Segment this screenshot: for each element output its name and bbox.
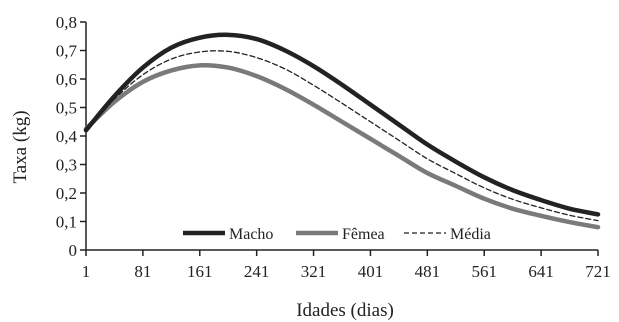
- x-tick-label: 561: [471, 262, 497, 281]
- y-tick-label: 0,1: [56, 213, 77, 232]
- x-tick-label: 401: [358, 262, 384, 281]
- x-axis-title: Idades (dias): [296, 300, 394, 321]
- x-tick-label: 321: [301, 262, 327, 281]
- series-line-femea: [83, 62, 601, 230]
- x-tick-label: 481: [415, 262, 441, 281]
- series-layer: [83, 32, 601, 230]
- y-tick-label: 0,5: [56, 99, 77, 118]
- y-tick-label: 0,7: [56, 42, 78, 61]
- legend-item-macho: Macho: [183, 226, 273, 243]
- x-tick-label: 641: [528, 262, 554, 281]
- legend: Macho Fêmea Média: [183, 226, 491, 243]
- legend-item-media: Média: [404, 226, 491, 243]
- legend-label: Média: [450, 226, 491, 243]
- y-tick-label: 0,4: [56, 127, 78, 146]
- y-axis-title: Taxa (kg): [10, 110, 31, 183]
- y-tick-label: 0: [69, 241, 78, 260]
- x-tick-label: 1: [82, 262, 91, 281]
- x-tick-label: 81: [134, 262, 151, 281]
- legend-label: Macho: [229, 226, 273, 243]
- x-axis: 1 81 161 241 321 401 481 561 641 721: [82, 249, 611, 281]
- y-tick-label: 0,3: [56, 156, 77, 175]
- series-line-media: [85, 50, 599, 222]
- y-tick-label: 0,6: [56, 70, 77, 89]
- legend-label: Fêmea: [342, 226, 385, 243]
- y-axis: 0 0,1 0,2 0,3 0,4 0,5 0,6 0,7 0,8: [56, 13, 87, 260]
- y-tick-label: 0,8: [56, 13, 77, 32]
- x-tick-label: 241: [244, 262, 270, 281]
- x-tick-label: 721: [585, 262, 611, 281]
- legend-item-femea: Fêmea: [296, 226, 385, 243]
- y-tick-label: 0,2: [56, 184, 77, 203]
- x-tick-label: 161: [187, 262, 213, 281]
- series-line-macho: [83, 32, 601, 217]
